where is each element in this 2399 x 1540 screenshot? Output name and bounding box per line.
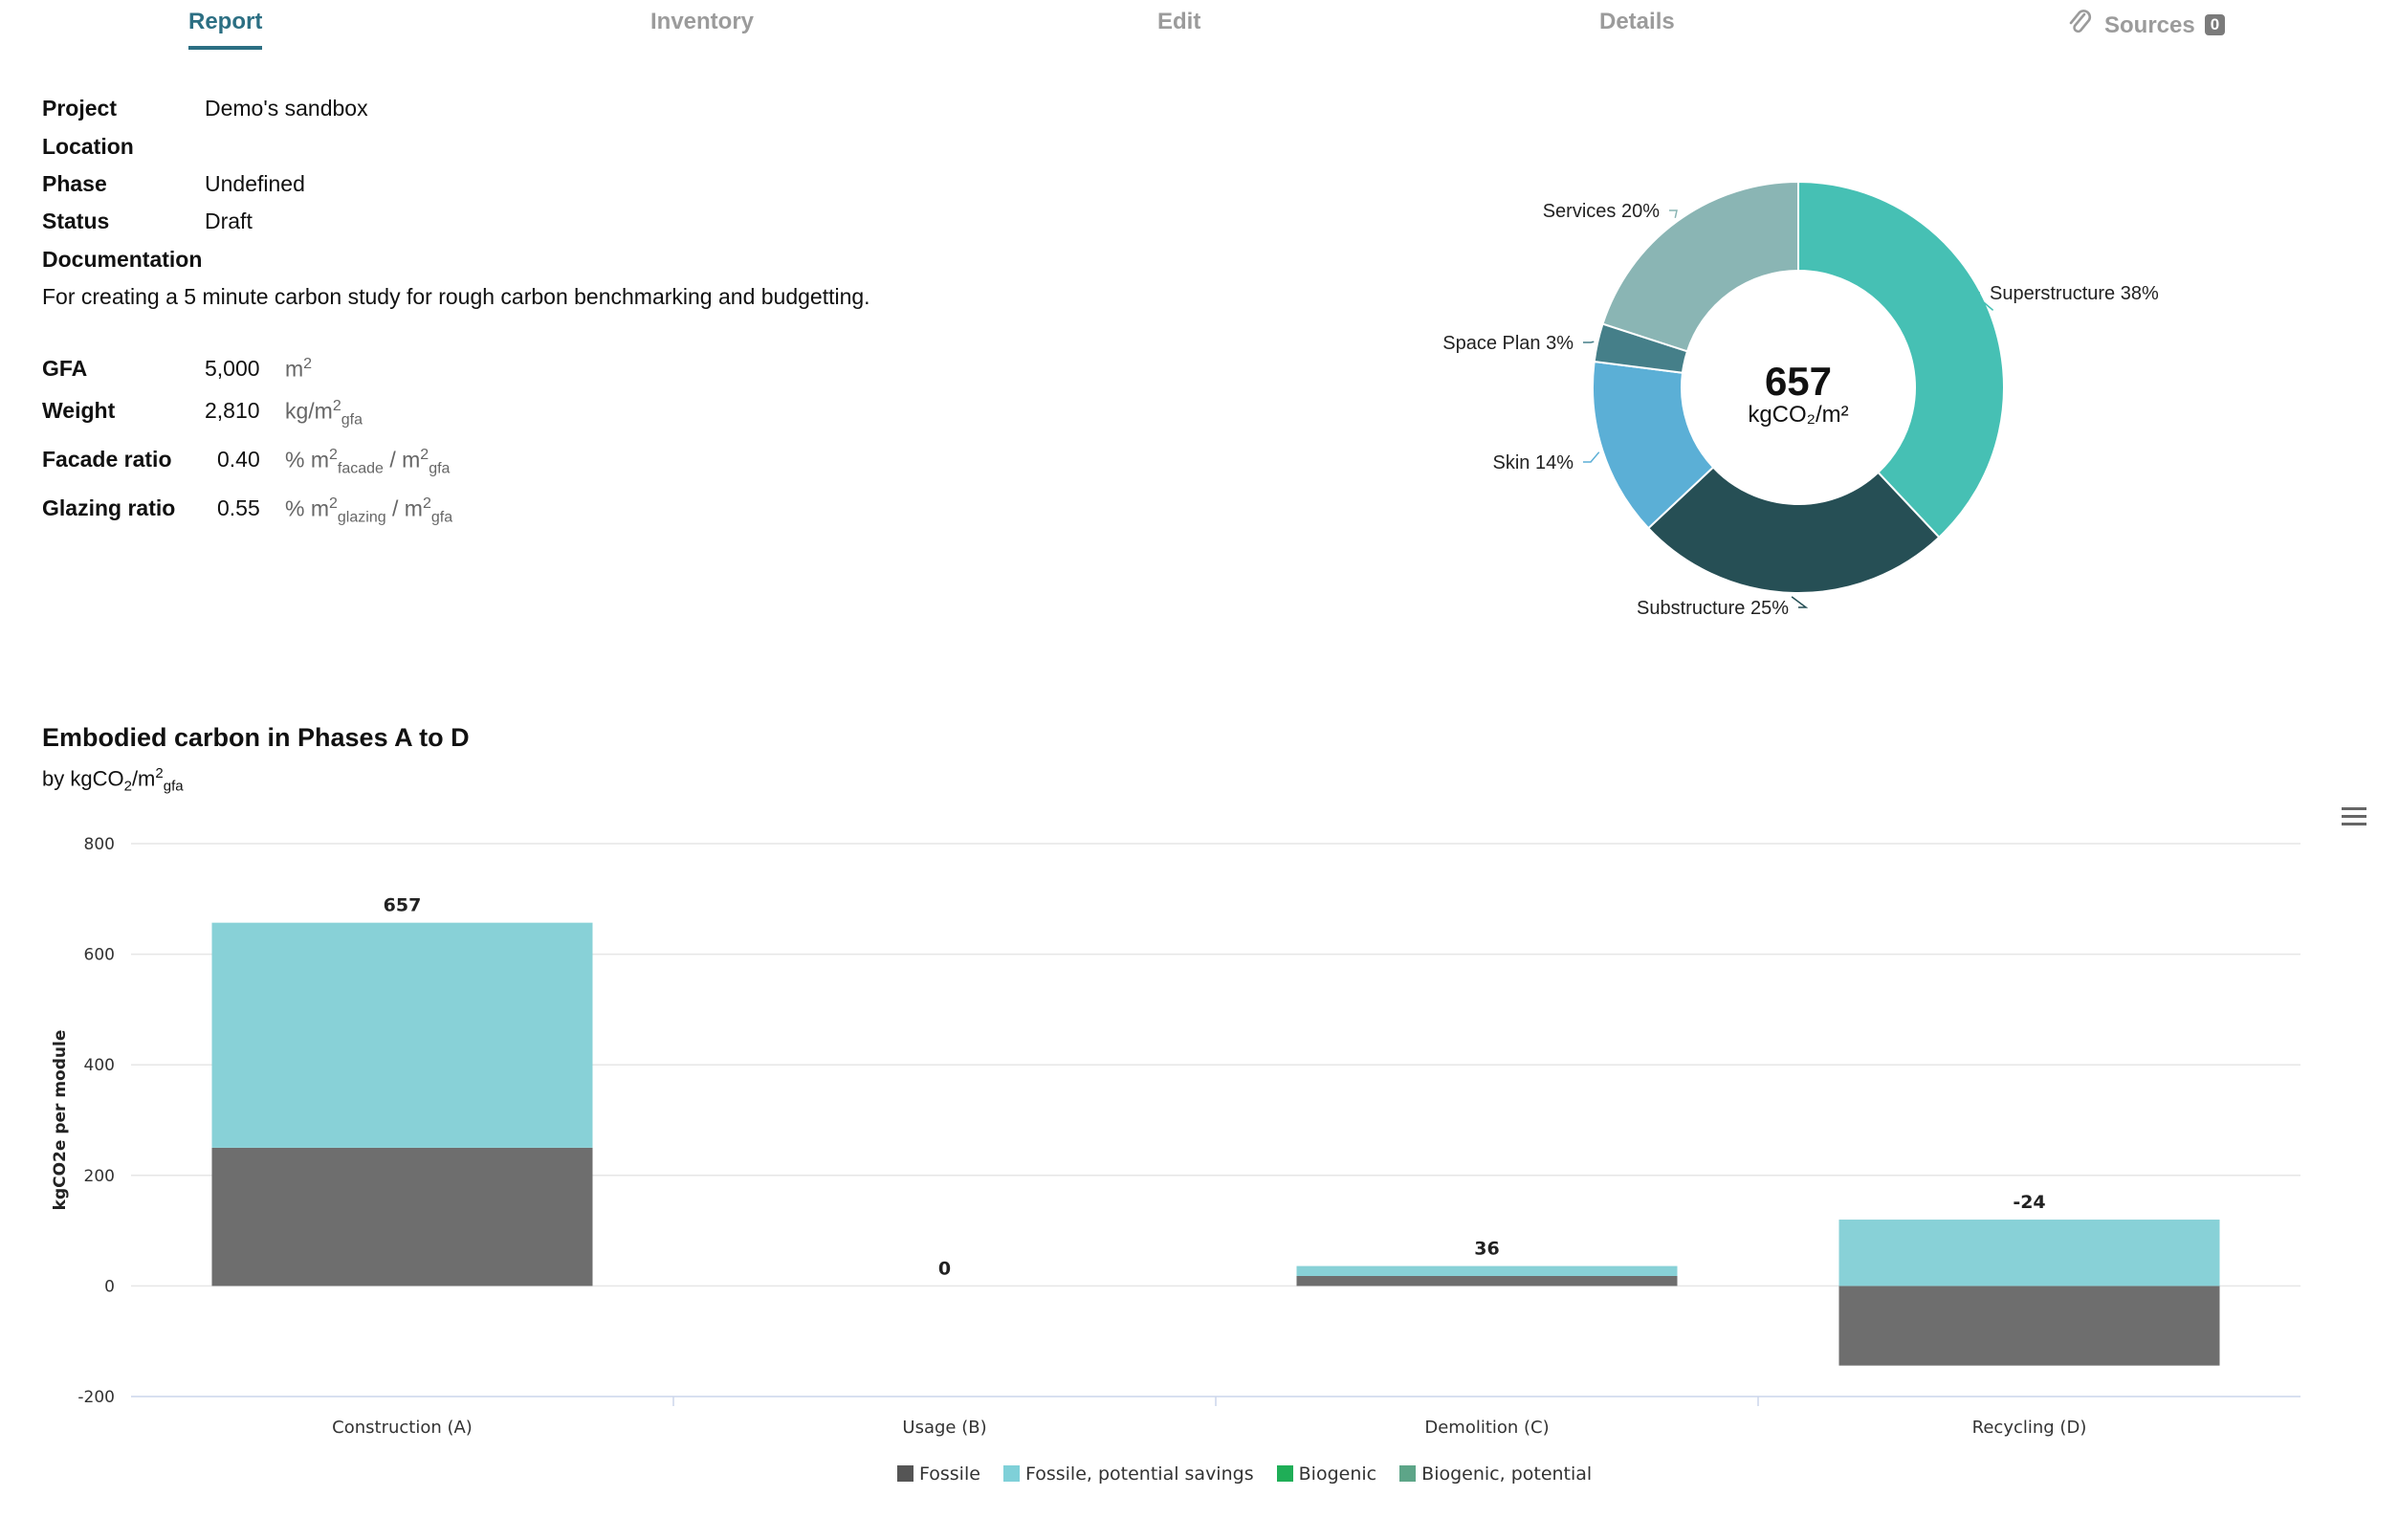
tab-inventory[interactable]: Inventory [650,9,755,34]
donut-connector-substructure [1791,596,1809,608]
paperclip-icon [2066,8,2093,44]
donut-connector-superstructure [1970,292,1994,311]
donut-label-superstructure: Superstructure 38% [1990,283,2159,304]
chart-menu-icon[interactable] [2342,807,2366,826]
y-tick-label: 0 [104,1277,115,1296]
y-tick-label: 800 [84,835,115,854]
donut-label-skin: Skin 14% [1493,452,1574,473]
donut-connector-skin [1583,451,1600,463]
donut-svg: Superstructure 38% Substructure 25% Skin 1… [1442,180,2159,619]
y-tick-label: -200 [77,1388,115,1407]
bar-fossile-2[interactable] [1296,1275,1678,1287]
legend-item-biogenic[interactable]: Biogenic [1276,1463,1376,1485]
y-tick-label: 200 [84,1167,115,1186]
data-label-total: 0 [938,1258,951,1279]
gfa-unit: m2 [285,356,313,382]
tab-sources[interactable]: Sources 0 [2066,8,2226,46]
bar-fossile-3[interactable] [1838,1286,2220,1366]
glazing-ratio-label: Glazing ratio [42,495,176,520]
donut-label-services: Services 20% [1543,201,1660,222]
facade-ratio-unit: % m2facade / m2gfa [285,447,451,477]
phase-label: Phase [42,171,107,196]
bar-fossile-0[interactable] [211,1147,593,1287]
tab-details[interactable]: Details [1599,9,1675,34]
data-label-total: -24 [2013,1192,2045,1213]
status-label: Status [42,209,110,233]
embodied-carbon-bar-chart: 800 600 400 200 0 -200 kgCO2e per module 657 Con… [51,835,2300,1438]
weight-value: 2,810 [205,398,260,423]
donut-connector-services [1669,209,1678,218]
donut-center-unit: kgCO₂/m² [1748,402,1848,428]
legend-item-fossile[interactable]: Fossile [897,1463,980,1485]
bar-fossile-potential-savings-2[interactable] [1296,1265,1678,1276]
tab-sources-label: Sources [2104,12,2195,38]
chart-title: Embodied carbon in Phases A to D [42,723,470,752]
data-label-total: 36 [1474,1239,1499,1260]
facade-ratio-value: 0.40 [217,447,260,472]
donut-label-substructure: Substructure 25% [1637,598,1789,619]
y-axis-label: kgCO2e per module [51,1030,70,1211]
documentation-value: For creating a 5 minute carbon study for… [42,284,870,309]
donut-slice-superstructure[interactable] [1797,180,2005,539]
data-label-total: 657 [384,895,422,916]
documentation-label: Documentation [42,247,203,272]
chart-legend: Fossile Fossile, potential savings Bioge… [897,1463,1609,1485]
x-tick-label: Recycling (D) [1972,1418,2087,1438]
donut-slice-services[interactable] [1601,180,1799,353]
project-value: Demo's sandbox [205,96,368,121]
phase-value: Undefined [205,171,305,196]
chart-subtitle: by kgCO2/m2gfa [42,765,184,795]
facade-ratio-label: Facade ratio [42,447,172,472]
glazing-ratio-value: 0.55 [217,495,260,520]
weight-unit: kg/m2gfa [285,398,363,429]
glazing-ratio-unit: % m2glazing / m2gfa [285,495,453,526]
sources-count-badge: 0 [2204,14,2226,35]
bar-fossile-potential-savings-3[interactable] [1838,1220,2220,1287]
x-tick-label: Usage (B) [902,1418,986,1438]
bar-fossile-potential-savings-0[interactable] [211,922,593,1148]
project-label: Project [42,96,117,121]
category-donut-chart: Superstructure 38% Substructure 25% Skin 1… [1377,153,2334,650]
legend-item-fossile-potential-savings[interactable]: Fossile, potential savings [1002,1463,1254,1485]
legend-item-biogenic-potential[interactable]: Biogenic, potential [1399,1463,1592,1485]
x-tick-label: Construction (A) [332,1418,473,1438]
tab-report[interactable]: Report [188,8,263,50]
y-tick-label: 400 [84,1056,115,1075]
gfa-label: GFA [42,356,88,381]
donut-label-space-plan: Space Plan 3% [1442,333,1574,354]
donut-center-value: 657 [1765,359,1832,404]
gfa-value: 5,000 [205,356,260,381]
y-tick-label: 600 [84,946,115,965]
tab-bar: Report Inventory Edit Details Sources 0 [0,0,2399,54]
tab-edit[interactable]: Edit [1157,9,1201,34]
x-tick-label: Demolition (C) [1424,1418,1549,1438]
donut-connector-space-plan [1583,341,1595,343]
weight-label: Weight [42,398,116,423]
status-value: Draft [205,209,253,233]
location-label: Location [42,134,134,159]
donut-slice-substructure[interactable] [1646,466,1941,594]
